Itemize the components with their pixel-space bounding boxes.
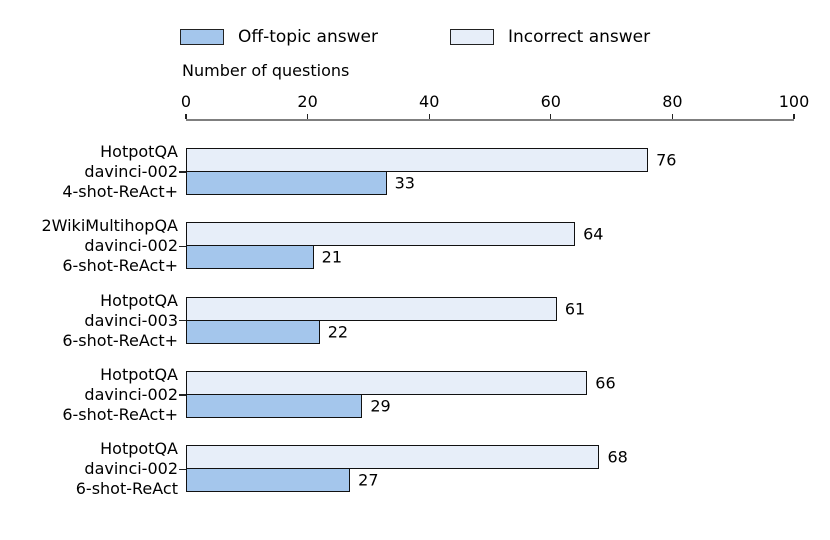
category-label-line: davinci-003 xyxy=(84,310,178,330)
x-axis-tick xyxy=(793,114,795,119)
x-axis-tick xyxy=(550,114,552,119)
bar-incorrect-answer xyxy=(186,148,649,172)
legend-item-incorrect: Incorrect answer xyxy=(450,26,650,48)
x-axis-tick-label: 20 xyxy=(297,92,318,111)
category-label: HotpotQA davinci-002 6-shot-ReAct+ xyxy=(0,365,178,425)
category-label-line: davinci-002 xyxy=(84,459,178,479)
category-label: HotpotQA davinci-002 6-shot-ReAct xyxy=(0,439,178,499)
category-label-line: davinci-002 xyxy=(84,236,178,256)
x-axis-tick xyxy=(185,114,187,119)
bar-incorrect-answer xyxy=(186,370,588,395)
y-axis-tick xyxy=(179,245,186,247)
x-axis-tick-label: 0 xyxy=(180,92,192,111)
category-label-line: 6-shot-ReAct xyxy=(75,479,178,499)
bar-off-topic-answer xyxy=(186,171,387,195)
legend-swatch-off-topic xyxy=(180,29,224,45)
category-label: HotpotQA davinci-003 6-shot-ReAct+ xyxy=(0,291,178,351)
x-axis-tick xyxy=(306,114,309,119)
x-axis-tick-label: 60 xyxy=(540,92,561,111)
x-axis-tick xyxy=(428,114,430,119)
bar-value-label: 21 xyxy=(321,247,343,267)
axis-title: Number of questions xyxy=(182,61,350,80)
legend-item-off-topic: Off-topic answer xyxy=(180,26,378,48)
bar-value-label: 76 xyxy=(656,150,677,170)
bar-value-label: 68 xyxy=(607,447,628,467)
x-axis-tick-label: 100 xyxy=(778,92,810,111)
bar-value-label: 61 xyxy=(564,299,586,319)
category-label-line: HotpotQA xyxy=(100,142,178,161)
bar-off-topic-answer xyxy=(186,393,363,418)
category-label: HotpotQA davinci-002 4-shot-ReAct+ xyxy=(0,142,178,202)
bar-value-label: 64 xyxy=(583,224,604,244)
bar-off-topic-answer xyxy=(186,245,314,270)
category-label-line: HotpotQA xyxy=(100,290,178,310)
y-axis-tick xyxy=(179,394,186,396)
legend-swatch-incorrect xyxy=(450,29,494,45)
bar-incorrect-answer xyxy=(186,445,600,470)
y-axis-tick xyxy=(179,468,186,470)
bar-value-label: 66 xyxy=(595,373,616,393)
category-label-line: davinci-002 xyxy=(84,162,178,181)
category-label-line: HotpotQA xyxy=(100,439,178,459)
bar-off-topic-answer xyxy=(186,468,351,493)
bar-value-label: 22 xyxy=(327,322,349,342)
category-label-line: davinci-002 xyxy=(84,384,178,404)
legend-label-incorrect: Incorrect answer xyxy=(508,27,651,47)
category-label-line: HotpotQA xyxy=(100,364,178,384)
bar-value-label: 29 xyxy=(370,396,391,416)
y-axis-tick xyxy=(179,319,186,322)
category-label-line: 6-shot-ReAct+ xyxy=(62,404,178,424)
bar-incorrect-answer xyxy=(186,296,557,321)
bar-incorrect-answer xyxy=(186,222,576,247)
x-axis-line xyxy=(186,119,794,121)
category-label-line: 6-shot-ReAct+ xyxy=(62,256,178,276)
bar-value-label: 33 xyxy=(394,173,415,193)
x-axis-tick-label: 80 xyxy=(662,92,683,111)
bar-off-topic-answer xyxy=(186,319,320,344)
bar-value-label: 27 xyxy=(358,470,379,490)
x-axis-tick xyxy=(671,114,674,119)
category-label-line: 4-shot-ReAct+ xyxy=(62,182,178,201)
category-label: 2WikiMultihopQA davinci-002 6-shot-ReAct+ xyxy=(0,216,178,276)
category-label-line: 2WikiMultihopQA xyxy=(41,216,178,236)
legend-label-off-topic: Off-topic answer xyxy=(238,27,378,47)
category-label-line: 6-shot-ReAct+ xyxy=(62,330,178,350)
x-axis-tick-label: 40 xyxy=(419,92,440,111)
y-axis-tick xyxy=(179,171,186,173)
